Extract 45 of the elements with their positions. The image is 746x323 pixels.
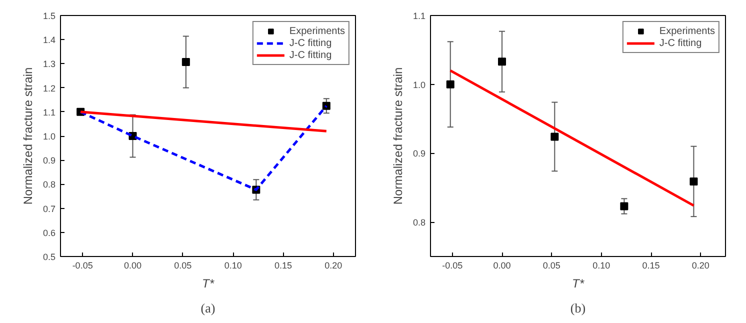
- point: [446, 80, 454, 88]
- y-axis-title: Normalized fracture strain: [20, 67, 35, 205]
- point: [550, 132, 559, 141]
- y-tick-label: 1.0: [42, 132, 56, 142]
- y-tick-label: 1.3: [42, 59, 56, 70]
- y-tick-label: 0.6: [42, 228, 56, 238]
- y-tick-label: 0.8: [412, 218, 426, 228]
- x-axis-title: T*: [572, 276, 584, 290]
- y-tick-label: 1.2: [42, 83, 56, 94]
- x-tick-label: 0.20: [324, 260, 342, 270]
- x-tick-label: 0.00: [493, 260, 511, 270]
- y-tick-label: 0.5: [42, 252, 56, 262]
- x-tick-label: 0.00: [124, 260, 142, 270]
- text: (a): [200, 300, 216, 316]
- legend-label: J-C fitting: [659, 37, 702, 49]
- y-tick-label: 1.0: [412, 80, 426, 90]
- x-tick-label: 0.20: [692, 260, 710, 270]
- y-tick-label: 0.8: [42, 180, 56, 190]
- legend-label: Experiments: [289, 25, 345, 37]
- x-tick-label: 0.05: [542, 260, 560, 270]
- point: [182, 58, 190, 66]
- point: [322, 102, 330, 110]
- point: [690, 177, 698, 186]
- legend-label: J-C fitting: [289, 37, 332, 49]
- text: (b): [570, 300, 586, 316]
- legend-label: Experiments: [659, 25, 715, 37]
- x-tick-label: -0.05: [442, 260, 463, 270]
- legend-label: J-C fitting: [289, 49, 332, 61]
- y-tick-label: 0.9: [412, 148, 426, 159]
- x-tick-label: -0.05: [72, 260, 93, 270]
- y-tick-label: 1.1: [412, 11, 426, 21]
- y-tick-label: 1.5: [42, 11, 56, 21]
- point: [498, 58, 506, 66]
- y-tick-label: 1.1: [42, 107, 56, 118]
- x-tick-label: 0.15: [274, 260, 292, 270]
- y-axis-title: Normalized fracture strain: [390, 67, 405, 205]
- y-tick-label: 1.4: [42, 35, 56, 46]
- x-tick-label: 0.10: [592, 260, 610, 270]
- x-tick-label: 0.05: [174, 260, 192, 270]
- x-axis-title: T*: [202, 276, 214, 290]
- point: [620, 202, 628, 210]
- x-tick-label: 0.10: [224, 260, 242, 270]
- x-tick-label: 0.15: [642, 260, 660, 270]
- y-tick-label: 0.9: [42, 156, 56, 166]
- y-tick-label: 0.7: [42, 204, 56, 214]
